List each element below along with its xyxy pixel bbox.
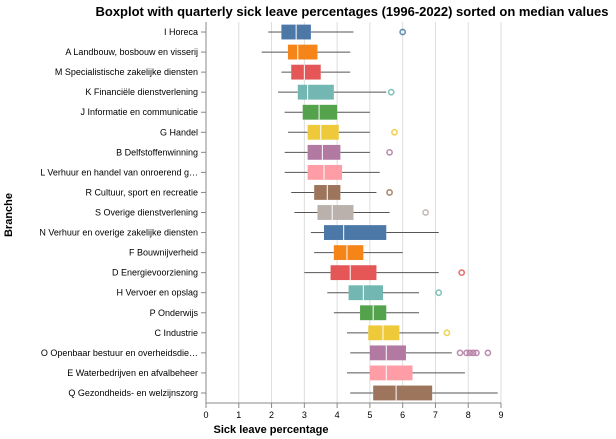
category-label: H Vervoer en opslag bbox=[116, 288, 198, 298]
box bbox=[368, 325, 400, 341]
box bbox=[373, 385, 433, 401]
outlier-point bbox=[466, 349, 474, 357]
category-label: L Verhuur en handel van onroerend g… bbox=[40, 167, 198, 177]
box-group bbox=[350, 385, 498, 401]
box bbox=[297, 84, 334, 100]
category-label: D Energievoorziening bbox=[112, 268, 198, 278]
category-label: B Delfstoffenwinning bbox=[116, 147, 198, 157]
category-label: Q Gezondheids- en welzijnszorg bbox=[68, 388, 198, 398]
category-label: N Verhuur en overige zakelijke diensten bbox=[39, 228, 198, 238]
outlier-point bbox=[386, 148, 393, 156]
box-group bbox=[310, 225, 439, 240]
box-group bbox=[261, 44, 351, 60]
x-axis: 0 1 2 3 4 5 6 7 8 9 bbox=[203, 22, 504, 420]
box-group bbox=[291, 185, 393, 200]
box-group bbox=[284, 144, 393, 160]
box-group bbox=[284, 164, 380, 180]
outlier-point bbox=[391, 128, 398, 136]
outlier-point bbox=[458, 269, 466, 277]
outlier-point bbox=[443, 329, 451, 337]
box bbox=[324, 225, 387, 240]
box-group bbox=[281, 64, 351, 80]
box-group bbox=[268, 24, 407, 40]
category-label: I Horeca bbox=[164, 27, 198, 37]
outlier-point bbox=[469, 349, 477, 357]
box-group bbox=[284, 104, 370, 120]
outlier-point bbox=[399, 28, 407, 36]
outlier-point bbox=[386, 189, 393, 196]
box-group bbox=[278, 84, 395, 100]
x-tick-label: 6 bbox=[400, 410, 405, 420]
box bbox=[333, 245, 364, 261]
x-tick-label: 7 bbox=[433, 410, 438, 420]
box bbox=[302, 104, 338, 120]
category-label: R Cultuur, sport en recreatie bbox=[85, 187, 198, 197]
category-label: S Overige dienstverlening bbox=[95, 208, 198, 218]
box-group bbox=[346, 365, 465, 381]
box-group bbox=[350, 345, 492, 361]
box bbox=[317, 205, 354, 220]
outlier-point bbox=[484, 349, 492, 357]
box-group bbox=[327, 285, 443, 301]
x-tick-label: 1 bbox=[236, 410, 241, 420]
box-group bbox=[346, 325, 451, 341]
box bbox=[291, 64, 321, 80]
chart-title: Boxplot with quarterly sick leave percen… bbox=[96, 4, 609, 19]
x-tick-label: 4 bbox=[335, 410, 340, 420]
box bbox=[307, 144, 341, 160]
outlier-point bbox=[435, 289, 443, 297]
y-axis-title: Branche bbox=[3, 193, 15, 237]
box bbox=[348, 285, 383, 301]
category-label: F Bouwnijverheid bbox=[129, 248, 198, 258]
outlier-point bbox=[387, 88, 395, 96]
box-group bbox=[304, 265, 466, 281]
category-label: P Onderwijs bbox=[150, 308, 199, 318]
x-tick-label: 2 bbox=[269, 410, 274, 420]
category-label: G Handel bbox=[160, 127, 198, 137]
category-label: J Informatie en communicatie bbox=[80, 107, 198, 117]
box bbox=[330, 265, 377, 281]
boxes bbox=[261, 24, 498, 401]
category-label: A Landbouw, bosbouw en visserij bbox=[65, 47, 198, 57]
x-axis-title: Sick leave percentage bbox=[214, 424, 329, 436]
category-labels: I Horeca A Landbouw, bosbouw en visserij M… bbox=[39, 27, 206, 398]
box-group bbox=[314, 245, 403, 261]
x-tick-label: 9 bbox=[498, 410, 503, 420]
box bbox=[369, 345, 406, 361]
outlier-point bbox=[473, 349, 480, 357]
box bbox=[307, 124, 339, 140]
box bbox=[369, 365, 413, 381]
outlier-point bbox=[456, 349, 464, 357]
box-group bbox=[287, 124, 398, 140]
box bbox=[287, 44, 318, 60]
outlier-point bbox=[422, 209, 430, 216]
box bbox=[307, 164, 343, 180]
category-label: E Waterbedrijven en afvalbeheer bbox=[67, 368, 198, 378]
x-tick-label: 8 bbox=[466, 410, 471, 420]
category-label: O Openbaar bestuur en overheidsdie… bbox=[41, 348, 198, 358]
x-tick-label: 0 bbox=[203, 410, 208, 420]
box-group bbox=[333, 305, 420, 321]
x-tick-label: 5 bbox=[367, 410, 372, 420]
category-label: K Financiële dienstverlening bbox=[85, 87, 198, 97]
category-label: M Specialistische zakelijke diensten bbox=[55, 67, 198, 77]
category-label: C Industrie bbox=[154, 328, 198, 338]
x-tick-label: 3 bbox=[302, 410, 307, 420]
outlier-point bbox=[463, 349, 470, 357]
box-group bbox=[294, 205, 430, 220]
